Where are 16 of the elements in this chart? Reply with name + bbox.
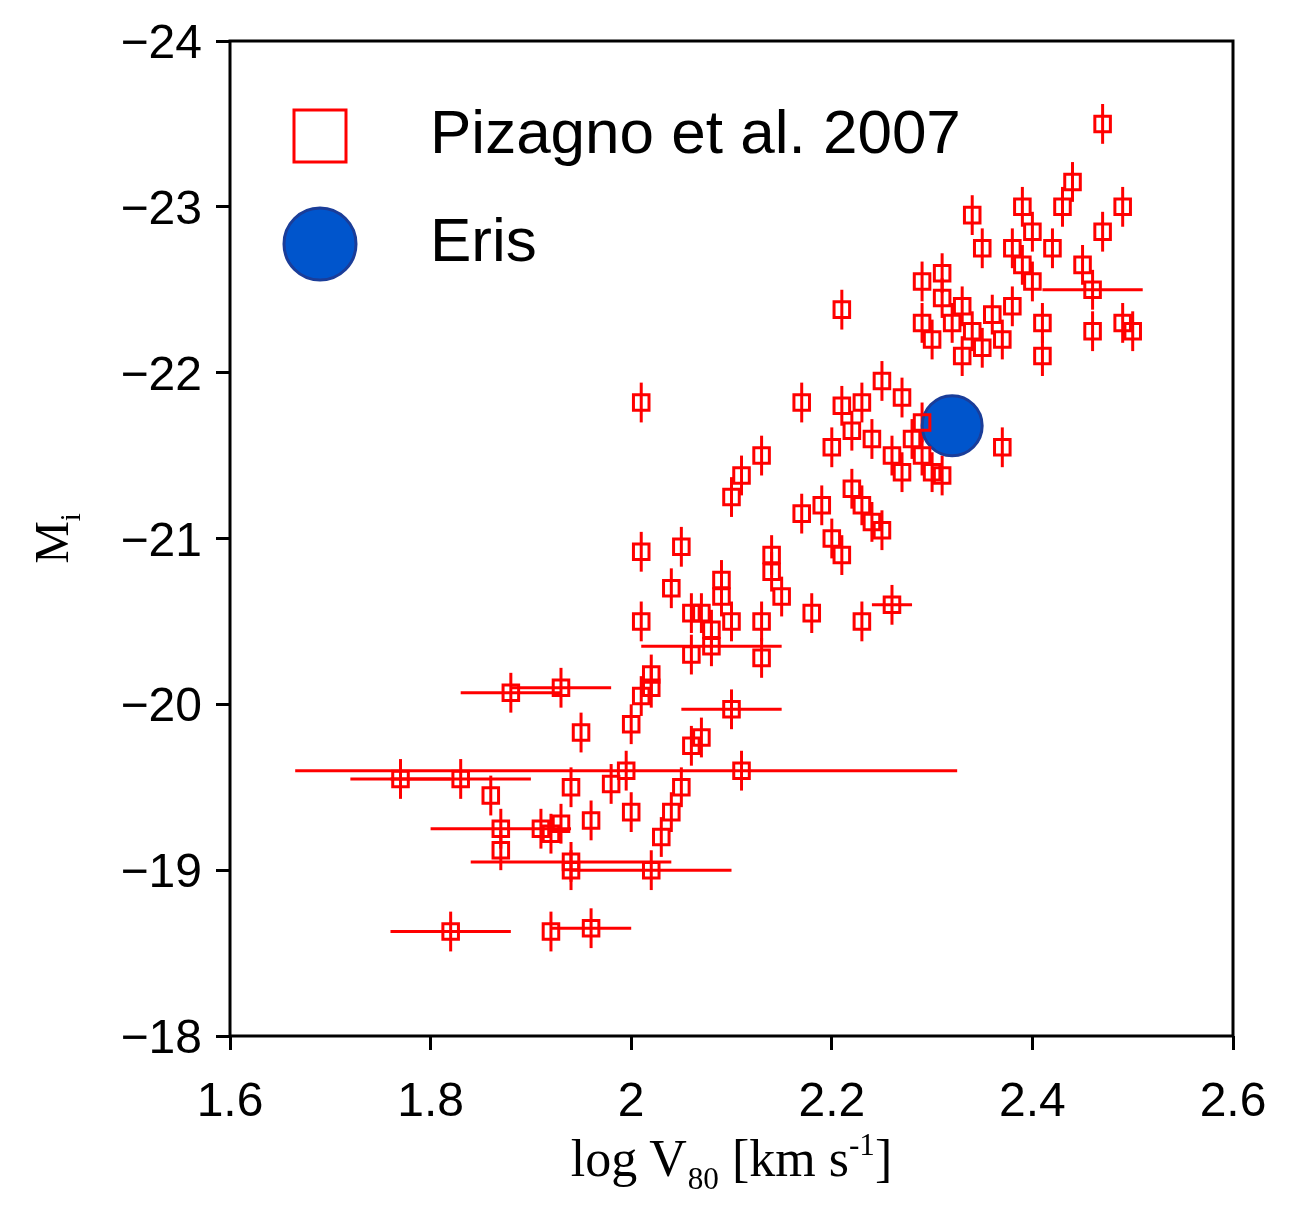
x-tick-label: 2.6 [1199, 1073, 1267, 1126]
y-tick-label: −18 [120, 1010, 202, 1063]
legend-label: Eris [430, 205, 537, 275]
x-tick-label: 2 [617, 1073, 645, 1126]
x-tick-label: 2.4 [999, 1073, 1066, 1126]
y-tick-label: −22 [120, 346, 202, 400]
legend-label: Pizagno et al. 2007 [430, 97, 961, 167]
y-tick-label: −24 [120, 15, 202, 68]
x-tick-label: 1.8 [397, 1073, 464, 1126]
y-axis-title: Mi [25, 513, 86, 564]
x-tick-label: 2.2 [798, 1073, 866, 1126]
y-tick-label: −23 [120, 180, 202, 234]
y-tick-label: −20 [120, 678, 202, 732]
y-tick-label: −19 [120, 844, 202, 898]
y-tick-label: −21 [120, 512, 202, 566]
x-tick-label: 1.6 [196, 1073, 264, 1126]
